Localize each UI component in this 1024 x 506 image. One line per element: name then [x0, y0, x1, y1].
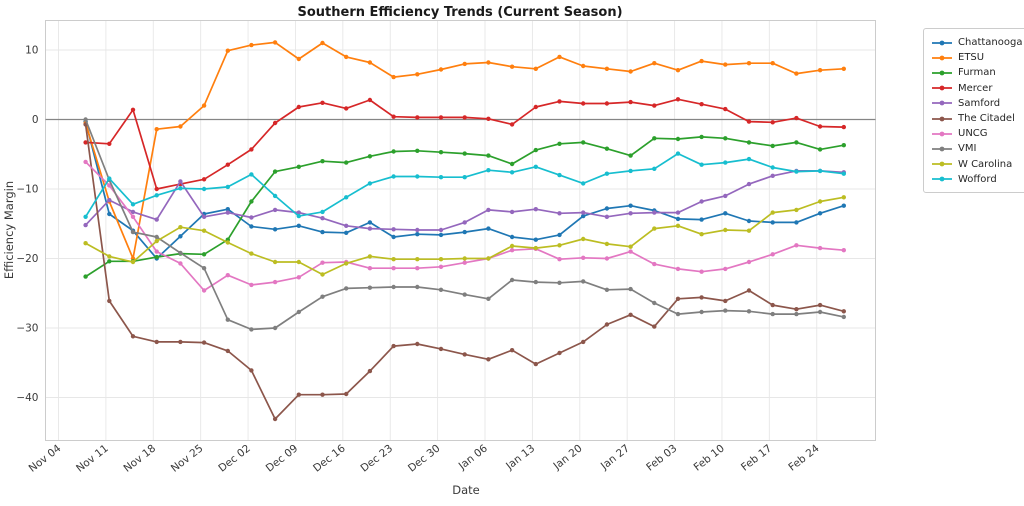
y-tick-label: −10 — [16, 184, 38, 196]
x-tick-label: Feb 24 — [786, 442, 821, 473]
legend-item-the-citadel: The Citadel — [931, 111, 1022, 126]
x-tick-label: Jan 27 — [598, 442, 632, 472]
legend: Chattanooga ETSU Furman Mercer Samford The Ci… — [923, 28, 1024, 193]
x-tick-label: Nov 11 — [74, 442, 111, 474]
x-tick-label: Nov 25 — [169, 442, 206, 474]
series-lines — [83, 40, 846, 422]
axes — [45, 20, 876, 441]
legend-item-label: Mercer — [958, 82, 993, 94]
series-line-chattanooga — [83, 119, 846, 261]
legend-swatch-icon — [932, 40, 952, 45]
x-tick-label: Feb 17 — [739, 442, 774, 473]
legend-swatch-icon — [932, 70, 952, 76]
x-tick-label: Dec 23 — [359, 442, 396, 474]
x-tick-label: Nov 04 — [27, 442, 64, 475]
series-line-the-citadel — [83, 122, 846, 422]
y-tick-label: 0 — [32, 114, 39, 126]
x-tick-label: Feb 03 — [644, 442, 679, 473]
legend-swatch-icon — [932, 85, 952, 91]
legend-item-vmi: VMI — [931, 141, 1022, 156]
series-line-mercer — [83, 97, 846, 192]
y-axis-label: Efficiency Margin — [2, 181, 16, 279]
series-line-uncg — [83, 159, 846, 293]
legend-item-uncg: UNCG — [931, 126, 1022, 141]
y-tick-label: −30 — [16, 323, 38, 335]
legend-swatch-icon — [932, 161, 952, 167]
legend-item-furman: Furman — [931, 65, 1022, 80]
x-tick-label: Dec 30 — [406, 442, 443, 474]
y-tick-label: −40 — [16, 392, 38, 404]
legend-item-etsu: ETSU — [931, 50, 1022, 65]
grid-lines — [45, 20, 876, 441]
y-tick-label: −20 — [16, 253, 38, 265]
series-line-wofford — [83, 151, 846, 219]
x-tick-label: Nov 18 — [121, 442, 158, 474]
legend-swatch-icon — [932, 131, 952, 137]
legend-item-label: VMI — [958, 143, 977, 155]
x-axis-label: Date — [452, 483, 480, 497]
legend-item-label: Furman — [958, 67, 996, 79]
y-tick-label: 10 — [25, 45, 38, 57]
x-tick-label: Jan 20 — [551, 442, 585, 472]
x-tick-label: Jan 06 — [456, 442, 490, 473]
x-tick-label: Dec 16 — [311, 442, 348, 474]
series-line-w-carolina — [83, 195, 846, 277]
x-tick-label: Feb 10 — [692, 442, 727, 473]
legend-item-chattanooga: Chattanooga — [931, 35, 1022, 50]
legend-item-wofford: Wofford — [931, 172, 1022, 187]
legend-swatch-icon — [932, 55, 952, 61]
series-line-vmi — [83, 117, 846, 332]
series-line-samford — [83, 168, 846, 233]
legend-swatch-icon — [932, 176, 952, 182]
series-line-etsu — [83, 40, 846, 261]
legend-item-label: UNCG — [958, 128, 988, 140]
legend-item-label: Wofford — [958, 173, 997, 185]
legend-item-label: Chattanooga — [958, 37, 1023, 49]
chart-title: Southern Efficiency Trends (Current Seas… — [297, 5, 622, 20]
legend-item-label: The Citadel — [958, 113, 1015, 125]
legend-item-label: ETSU — [958, 52, 985, 64]
plot-border — [45, 20, 876, 441]
legend-item-mercer: Mercer — [931, 81, 1022, 96]
x-tick-label: Dec 02 — [216, 442, 253, 474]
legend-swatch-icon — [932, 116, 952, 121]
legend-item-w-carolina: W Carolina — [931, 157, 1022, 172]
legend-swatch-icon — [932, 146, 952, 152]
legend-item-label: Samford — [958, 97, 1001, 109]
x-tick-label: Dec 09 — [264, 442, 301, 474]
x-tick-label: Jan 13 — [503, 442, 537, 472]
legend-swatch-icon — [932, 100, 952, 106]
legend-item-samford: Samford — [931, 96, 1022, 111]
legend-item-label: W Carolina — [958, 158, 1013, 170]
